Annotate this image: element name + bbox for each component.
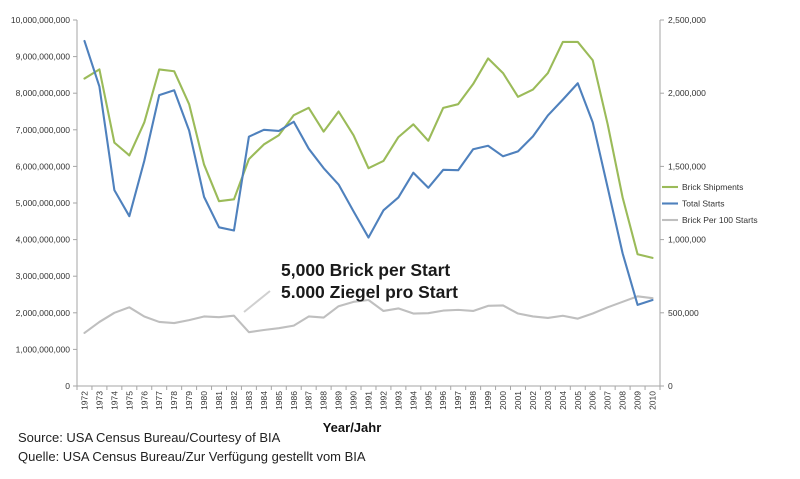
x-tick-label: 1981 xyxy=(214,391,224,410)
source-line-1: Source: USA Census Bureau/Courtesy of BI… xyxy=(18,430,281,445)
x-tick-label: 1987 xyxy=(304,391,314,410)
x-tick-label: 1980 xyxy=(199,391,209,410)
x-tick-label: 1982 xyxy=(229,391,239,410)
x-tick-label: 1996 xyxy=(438,391,448,410)
y-left-tick-label: 3,000,000,000 xyxy=(16,271,71,281)
annotation: 5,000 Brick per Start 5.000 Ziegel pro S… xyxy=(243,260,458,313)
chart-series xyxy=(83,39,654,334)
x-tick-label: 1979 xyxy=(184,391,194,410)
x-tick-label: 2000 xyxy=(498,391,508,410)
series-line-brick-shipments xyxy=(83,40,654,259)
legend-label: Total Starts xyxy=(682,199,725,209)
x-tick-label: 1975 xyxy=(124,391,134,410)
y-left-tick-label: 5,000,000,000 xyxy=(16,198,71,208)
x-tick-label: 2005 xyxy=(573,391,583,410)
x-tick-label: 1999 xyxy=(483,391,493,410)
x-tick-label: 1997 xyxy=(453,391,463,410)
legend-label: Brick Per 100 Starts xyxy=(682,215,758,225)
x-tick-label: 1989 xyxy=(334,391,344,410)
annotation-line-2: 5.000 Ziegel pro Start xyxy=(281,282,458,302)
x-tick-label: 1984 xyxy=(259,391,269,410)
legend: Brick Shipments Total Starts Brick Per 100… xyxy=(662,182,758,225)
y-left-tick-label: 1,000,000,000 xyxy=(16,344,71,354)
y-left-tick-label: 4,000,000,000 xyxy=(16,235,71,245)
x-tick-label: 2007 xyxy=(603,391,613,410)
y-right-tick-label: 2,000,000 xyxy=(668,88,706,98)
x-axis-title: Year/Jahr xyxy=(323,420,382,435)
y-left-tick-label: 6,000,000,000 xyxy=(16,161,71,171)
x-tick-label: 1994 xyxy=(408,391,418,410)
series-line-total-starts xyxy=(83,39,654,306)
x-tick-label: 2001 xyxy=(513,391,523,410)
x-tick-label: 1974 xyxy=(109,391,119,410)
x-tick-label: 1972 xyxy=(79,391,89,410)
annotation-line-1: 5,000 Brick per Start xyxy=(281,260,450,280)
x-tick-label: 2008 xyxy=(618,391,628,410)
annotation-leader-line xyxy=(243,290,271,313)
y-left-tick-label: 8,000,000,000 xyxy=(16,88,71,98)
x-tick-label: 1976 xyxy=(139,391,149,410)
x-tick-label: 2004 xyxy=(558,391,568,410)
x-tick-label: 1977 xyxy=(154,391,164,410)
x-tick-label: 1993 xyxy=(393,391,403,410)
x-tick-label: 2006 xyxy=(588,391,598,410)
x-tick-label: 1990 xyxy=(349,391,359,410)
x-tick-label: 1983 xyxy=(244,391,254,410)
x-tick-label: 1973 xyxy=(94,391,104,410)
legend-label: Brick Shipments xyxy=(682,182,743,192)
y-left-tick-label: 7,000,000,000 xyxy=(16,125,71,135)
series-line-brick-per-100-starts xyxy=(83,295,654,334)
x-tick-label: 1988 xyxy=(319,391,329,410)
x-tick-label: 2003 xyxy=(543,391,553,410)
chart-axes: 0 1,000,000,000 2,000,000,000 3,000,000,000… xyxy=(11,15,706,410)
y-left-tick-label: 9,000,000,000 xyxy=(16,52,71,62)
x-tick-label: 2009 xyxy=(633,391,643,410)
y-right-tick-label: 0 xyxy=(668,381,673,391)
y-right-tick-label: 500,000 xyxy=(668,308,699,318)
y-right-tick-label: 1,500,000 xyxy=(668,161,706,171)
x-tick-label: 1995 xyxy=(423,391,433,410)
y-left-tick-label: 10,000,000,000 xyxy=(11,15,70,25)
source-line-2: Quelle: USA Census Bureau/Zur Verfügung … xyxy=(18,449,366,464)
y-left-tick-label: 2,000,000,000 xyxy=(16,308,71,318)
y-right-tick-label: 2,500,000 xyxy=(668,15,706,25)
x-tick-label: 1991 xyxy=(364,391,374,410)
x-tick-label: 1992 xyxy=(378,391,388,410)
x-tick-label: 1986 xyxy=(289,391,299,410)
y-right-tick-label: 1,000,000 xyxy=(668,235,706,245)
x-tick-label: 1998 xyxy=(468,391,478,410)
y-left-tick-label: 0 xyxy=(65,381,70,391)
x-tick-label: 2002 xyxy=(528,391,538,410)
x-tick-label: 1978 xyxy=(169,391,179,410)
x-tick-label: 2010 xyxy=(648,391,658,410)
x-tick-label: 1985 xyxy=(274,391,284,410)
